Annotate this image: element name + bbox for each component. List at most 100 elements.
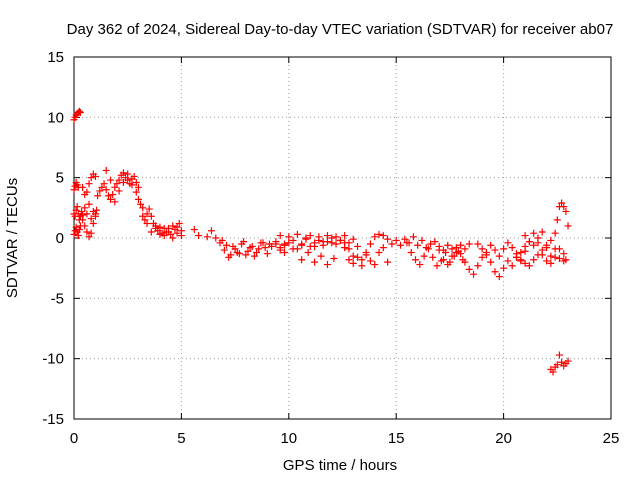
data-point (93, 206, 101, 214)
data-point (85, 180, 93, 188)
data-point (345, 245, 353, 253)
data-point (328, 239, 336, 247)
data-point (87, 174, 95, 182)
data-point (156, 230, 164, 238)
data-point (558, 199, 566, 207)
data-point (547, 252, 555, 260)
data-point (551, 229, 559, 237)
data-point (525, 238, 533, 246)
x-axis-label: GPS time / hours (283, 457, 397, 474)
data-point (409, 233, 417, 241)
data-point (190, 226, 198, 234)
x-tick-label: 5 (177, 430, 185, 447)
data-point (420, 252, 428, 260)
data-point (379, 244, 387, 252)
data-point (547, 236, 555, 244)
data-point (79, 216, 87, 224)
data-point (416, 261, 424, 269)
data-point (562, 207, 570, 215)
data-point (465, 240, 473, 248)
data-point (384, 258, 392, 266)
axis-ticks (73, 56, 612, 420)
data-point (418, 236, 426, 244)
data-point (74, 232, 82, 240)
data-point (543, 244, 551, 252)
data-point (429, 253, 437, 261)
data-point (461, 245, 469, 253)
data-point (332, 240, 340, 248)
data-point (504, 257, 512, 265)
data-point (530, 241, 538, 249)
data-point (521, 232, 529, 240)
data-point (371, 261, 379, 269)
data-point (543, 257, 551, 265)
data-point (452, 244, 460, 252)
data-point (72, 206, 80, 214)
y-tick-label: 10 (47, 109, 64, 126)
data-point (461, 258, 469, 266)
data-point (285, 239, 293, 247)
data-point (358, 256, 366, 264)
data-point (91, 172, 99, 180)
data-point (235, 250, 243, 258)
data-point (207, 227, 215, 235)
data-point (521, 259, 529, 267)
data-point (96, 187, 104, 195)
data-point (137, 200, 145, 208)
data-point (448, 252, 456, 260)
x-tick-label: 10 (280, 430, 297, 447)
data-point (349, 252, 357, 260)
data-point (169, 234, 177, 242)
data-point (107, 195, 115, 203)
data-point (83, 188, 91, 196)
x-tick-label: 20 (495, 430, 512, 447)
chart-title: Day 362 of 2024, Sidereal Day-to-day VTE… (67, 21, 614, 38)
data-point (119, 169, 127, 177)
data-point (212, 234, 220, 242)
data-point (102, 166, 110, 174)
y-tick-label: 15 (47, 49, 64, 66)
data-point (358, 262, 366, 270)
data-point (257, 239, 265, 247)
data-point (141, 216, 149, 224)
data-point (555, 351, 563, 359)
data-point (139, 204, 147, 212)
data-point (85, 233, 93, 241)
data-point (555, 255, 563, 263)
data-point (91, 212, 99, 220)
y-tick-label: 0 (56, 230, 64, 247)
data-point (403, 239, 411, 247)
data-point (102, 186, 110, 194)
data-point (448, 245, 456, 253)
data-point (220, 246, 228, 254)
data-point (349, 235, 357, 243)
data-point (145, 205, 153, 213)
data-point (113, 180, 121, 188)
data-point (293, 230, 301, 238)
data-point (75, 107, 83, 115)
data-point (160, 232, 168, 240)
data-point (482, 251, 490, 259)
data-point (474, 262, 482, 270)
y-axis-label: SDTVAR / TECUs (4, 178, 21, 298)
data-point (435, 246, 443, 254)
data-point (248, 242, 256, 250)
data-point (530, 256, 538, 264)
data-point (319, 238, 327, 246)
y-tick-label: -10 (42, 351, 64, 368)
data-point (177, 232, 185, 240)
data-point (530, 229, 538, 237)
data-point (124, 176, 132, 184)
data-point (130, 172, 138, 180)
y-tick-label: 5 (56, 170, 64, 187)
data-point (553, 216, 561, 224)
data-point (512, 253, 520, 261)
data-point (175, 220, 183, 228)
data-point (115, 187, 123, 195)
data-point (354, 253, 362, 261)
data-point (457, 241, 465, 249)
data-point (560, 203, 568, 211)
data-point (195, 232, 203, 240)
data-point (276, 232, 284, 240)
